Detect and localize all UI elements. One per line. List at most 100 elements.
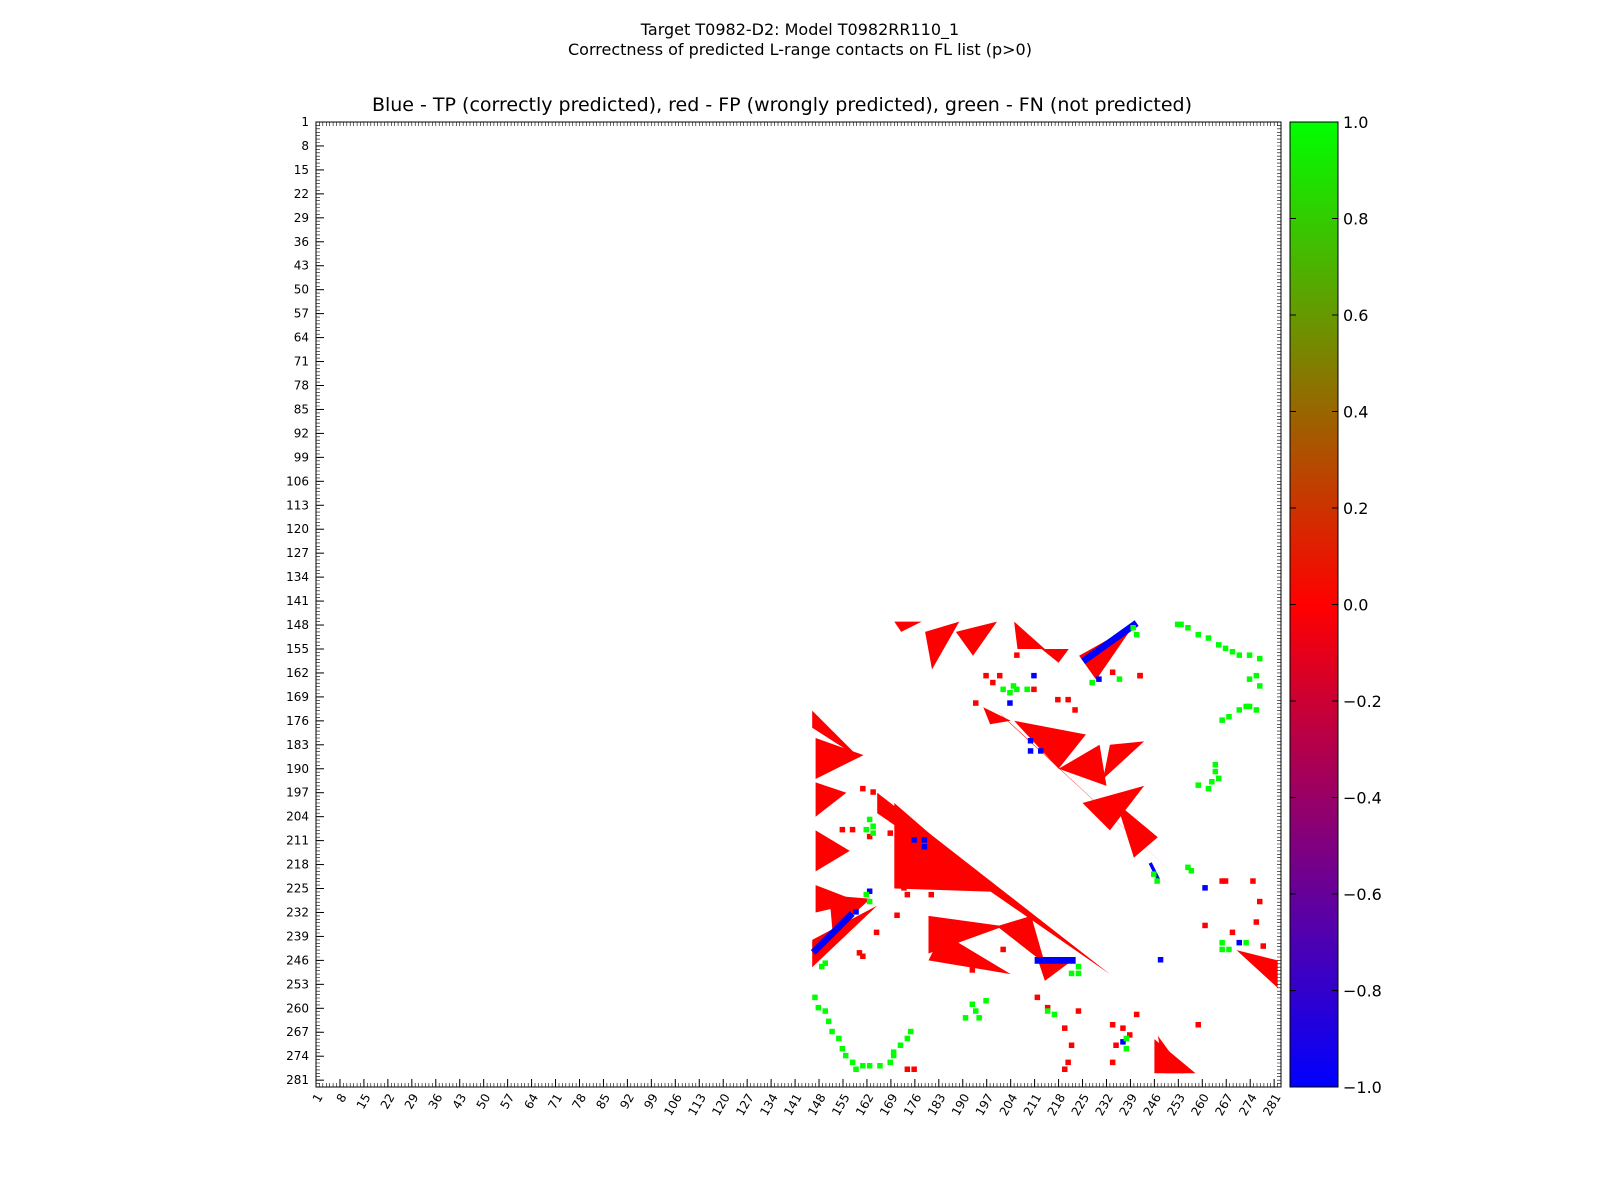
y-tick-label: 253 (286, 977, 309, 991)
x-tick-label: 141 (781, 1091, 805, 1118)
x-tick-label: 190 (949, 1091, 973, 1118)
contact-cell (812, 994, 818, 1001)
contact-cell (1154, 878, 1160, 884)
contact-cell (1178, 621, 1184, 628)
x-tick-label: 218 (1045, 1091, 1069, 1118)
plot-area (315, 121, 1282, 1088)
contact-cell (921, 844, 928, 850)
y-tick-label: 106 (286, 474, 309, 488)
contact-cell (1027, 738, 1034, 744)
contact-cell (863, 826, 869, 833)
contact-cell (1075, 963, 1082, 970)
contact-cell (849, 826, 856, 833)
x-tick-label: 64 (521, 1091, 541, 1111)
contact-cell (1062, 1025, 1068, 1031)
contact-region-26 (1236, 950, 1278, 988)
y-tick-label: 197 (286, 786, 309, 800)
x-tick-label: 176 (901, 1091, 925, 1118)
contact-cell (1222, 878, 1229, 884)
contact-cell (1116, 676, 1123, 682)
colorbar-gradient (1289, 121, 1339, 1088)
contact-cell (1109, 1059, 1116, 1066)
x-tick-label: 162 (853, 1091, 877, 1118)
colorbar-tick-label: −0.8 (1343, 982, 1382, 1001)
y-tick-label: 78 (294, 378, 309, 392)
contact-cell (843, 1052, 849, 1059)
contact-cell (1246, 703, 1253, 710)
contact-cell (1068, 970, 1075, 977)
contact-cell (839, 1045, 846, 1052)
contact-cell (1236, 707, 1242, 713)
y-tick-label: 29 (294, 211, 309, 225)
contact-cell (856, 950, 863, 956)
contact-cell (1195, 782, 1201, 788)
contact-cell (1007, 690, 1013, 696)
contact-cell (1133, 1011, 1140, 1018)
contact-cell (822, 960, 828, 966)
y-tick-label: 120 (286, 522, 309, 536)
contact-cell (1246, 676, 1253, 682)
minor-ticks (315, 121, 1281, 1087)
contact-cell (1219, 717, 1225, 723)
colorbar: 1.0 0.8 0.6 0.4 0.2 0.0 −0.2 −0.4 −0.6 −0.8 −1.0 (1289, 113, 1382, 1097)
contact-cell (870, 789, 876, 795)
y-tick-label: 162 (286, 666, 309, 680)
y-tick-label: 36 (294, 235, 309, 249)
contact-region-3 (815, 830, 850, 872)
x-tick-label: 57 (497, 1091, 517, 1111)
contact-cell (1038, 748, 1044, 754)
contact-cell (1257, 655, 1263, 662)
x-tick-label: 155 (829, 1091, 853, 1118)
contact-cell (1151, 871, 1157, 877)
colorbar-tick-label: 0.8 (1343, 210, 1368, 229)
contact-cell (1226, 714, 1232, 720)
y-tick-label: 85 (294, 402, 309, 416)
contact-cell (853, 1066, 859, 1072)
y-tick-label: 43 (294, 259, 309, 273)
contact-region-21 (1014, 720, 1086, 769)
contact-cell (887, 1059, 893, 1066)
contact-cell (1216, 642, 1222, 648)
contact-cell (1219, 946, 1225, 953)
contact-cell (976, 1015, 982, 1021)
contact-cell (904, 1066, 911, 1072)
y-tick-label: 71 (294, 355, 309, 369)
y-tick-label: 1 (301, 115, 309, 129)
contact-cell (1219, 939, 1225, 946)
contact-region-19 (983, 707, 1011, 725)
contact-region-17 (1041, 649, 1069, 663)
contact-cell (1000, 946, 1006, 953)
contact-cell (990, 679, 996, 686)
colorbar-tick-label: 0.4 (1343, 403, 1368, 422)
x-tick-label: 225 (1069, 1091, 1093, 1118)
y-tick-label: 190 (286, 762, 309, 776)
contact-cell (1072, 707, 1078, 713)
x-tick-label: 92 (617, 1091, 637, 1111)
x-tick-label: 78 (569, 1091, 589, 1111)
x-tick-label: 36 (426, 1091, 446, 1111)
contact-cell (1089, 679, 1095, 686)
contact-cell (1253, 707, 1260, 713)
contact-cell (866, 1063, 873, 1069)
contact-cell (860, 785, 866, 792)
contact-cell (1137, 672, 1143, 679)
figure-title-line-2: Correctness of predicted L-range contact… (568, 40, 1032, 59)
y-tick-label: 148 (286, 618, 309, 632)
y-tick-label: 64 (294, 331, 309, 345)
contact-cell (1257, 898, 1263, 905)
x-tick-label: 253 (1164, 1091, 1188, 1118)
x-tick-label: 127 (733, 1091, 757, 1118)
x-tick-label: 106 (661, 1091, 685, 1118)
x-tick-label: 267 (1212, 1091, 1236, 1118)
contact-cell (997, 672, 1003, 679)
y-tick-label: 141 (286, 594, 309, 608)
y-tick-label: 211 (286, 834, 309, 848)
contact-cell (870, 823, 876, 829)
contact-cell (1219, 878, 1225, 884)
contact-cell (1216, 775, 1222, 782)
contact-cell (860, 1063, 866, 1069)
contact-region-13 (894, 621, 922, 632)
x-tick-label: 120 (709, 1091, 733, 1118)
contact-cell (1229, 649, 1236, 655)
contact-cell (1246, 652, 1253, 658)
